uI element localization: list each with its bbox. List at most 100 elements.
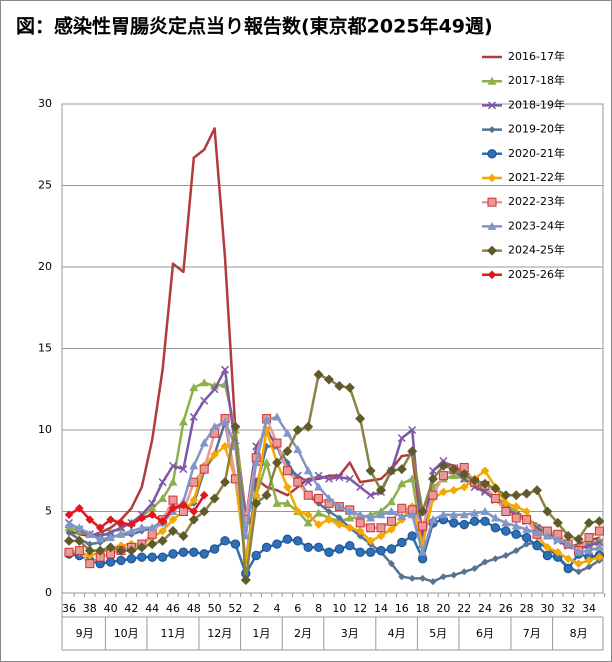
point: [213, 127, 216, 130]
point: [345, 541, 355, 551]
point: [532, 485, 542, 496]
point: [429, 578, 437, 586]
series-line: [68, 417, 601, 565]
point: [314, 520, 323, 529]
point: [469, 516, 480, 526]
point: [575, 568, 583, 576]
point: [161, 368, 164, 371]
point: [439, 573, 447, 581]
point: [147, 523, 157, 532]
point: [386, 465, 397, 476]
point: [240, 574, 251, 585]
point: [157, 552, 168, 562]
point: [85, 515, 95, 524]
point: [521, 488, 532, 499]
point: [325, 508, 333, 515]
point: [282, 428, 292, 437]
point: [521, 532, 532, 543]
point: [230, 421, 241, 432]
legend-marker: [487, 101, 497, 110]
legend-marker: [487, 245, 497, 256]
point: [126, 526, 136, 535]
point: [348, 461, 351, 464]
legend-marker: [488, 126, 496, 134]
point: [594, 542, 604, 551]
point: [126, 554, 137, 564]
point: [210, 385, 219, 394]
point: [490, 523, 501, 533]
point: [470, 508, 480, 517]
point: [158, 493, 168, 502]
point: [376, 485, 386, 496]
legend-label: 2016-17年: [508, 49, 565, 63]
point: [147, 503, 157, 512]
point: [480, 507, 490, 515]
point: [532, 541, 542, 551]
point: [65, 529, 73, 537]
point: [552, 517, 563, 528]
point: [511, 513, 521, 523]
point: [116, 523, 126, 532]
x-tick-label: 32: [561, 602, 575, 615]
point: [584, 517, 594, 528]
point: [189, 383, 199, 392]
point: [397, 479, 407, 488]
point: [563, 539, 573, 548]
point: [314, 471, 323, 480]
point: [511, 521, 521, 530]
point: [491, 555, 499, 563]
point: [460, 568, 468, 576]
y-tick-label: 30: [38, 97, 52, 110]
series-line: [69, 428, 600, 565]
point: [324, 374, 334, 385]
point: [95, 534, 105, 543]
point: [595, 552, 604, 562]
legend-marker: [487, 76, 497, 85]
point: [584, 541, 594, 550]
point: [189, 547, 199, 557]
point: [369, 479, 372, 482]
point: [168, 461, 178, 470]
point: [344, 382, 355, 393]
point: [116, 555, 126, 566]
month-label: 2月: [294, 627, 312, 640]
point: [501, 518, 511, 527]
point: [157, 535, 168, 546]
point: [366, 536, 375, 546]
point: [210, 422, 220, 431]
point: [303, 518, 313, 527]
point: [355, 547, 365, 557]
point: [408, 574, 416, 582]
point: [178, 417, 188, 426]
point: [480, 466, 490, 476]
point: [355, 510, 365, 519]
point: [272, 438, 282, 448]
point: [282, 534, 293, 544]
point: [386, 507, 396, 515]
point: [480, 478, 490, 489]
point: [334, 380, 345, 391]
point: [469, 475, 480, 486]
point: [147, 539, 158, 550]
point: [272, 539, 282, 549]
point: [584, 533, 594, 543]
point: [220, 417, 230, 426]
point: [490, 493, 500, 503]
point: [199, 506, 210, 517]
point: [303, 542, 313, 553]
x-tick-label: 2: [253, 602, 260, 615]
point: [511, 529, 521, 540]
point: [116, 545, 126, 556]
point: [334, 502, 344, 511]
point: [407, 510, 417, 519]
point: [359, 480, 362, 484]
point: [386, 497, 396, 506]
point: [210, 450, 219, 459]
point: [553, 534, 563, 543]
point: [355, 413, 366, 424]
point: [449, 486, 459, 495]
point: [365, 547, 376, 557]
point: [428, 473, 438, 484]
point: [335, 520, 344, 529]
point: [209, 544, 220, 554]
